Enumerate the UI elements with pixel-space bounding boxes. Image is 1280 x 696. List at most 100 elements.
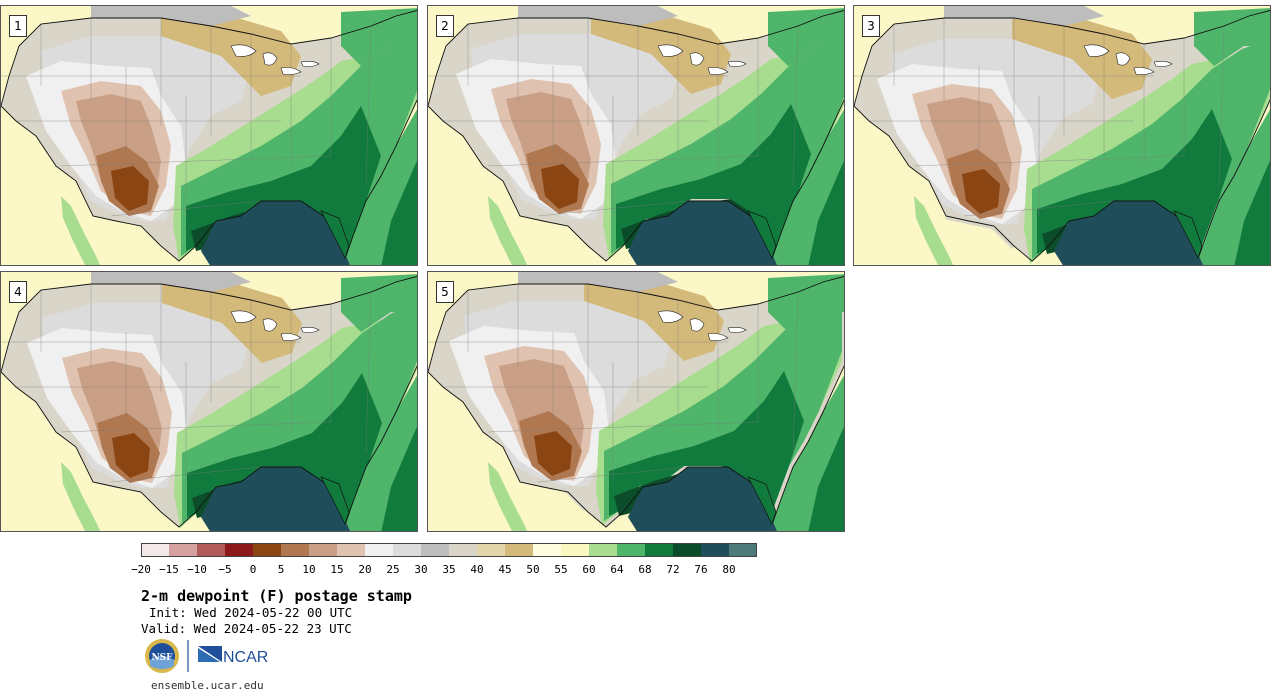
great-lake <box>1115 52 1131 66</box>
colorbar-tick-label: 10 <box>302 563 316 576</box>
dewpoint-map-1 <box>1 6 417 265</box>
nsf-logo: NSF <box>145 639 179 673</box>
state-boundary <box>60 155 332 167</box>
dewpoint-region <box>534 431 572 476</box>
colorbar-tick-label: 45 <box>498 563 512 576</box>
ocean-dewpoint-region <box>768 8 844 66</box>
florida-region <box>320 210 350 259</box>
dewpoint-region <box>962 169 1000 214</box>
florida-region <box>1173 210 1203 259</box>
colorbar-tick-label: −20 <box>131 563 151 576</box>
valid-time: Valid: Wed 2024-05-22 23 UTC <box>141 621 352 636</box>
ncar-logo: NCAR <box>198 646 268 666</box>
ocean-dewpoint-region <box>1194 8 1270 66</box>
postage-stamp-panel-5: 5 <box>427 271 845 532</box>
great-lake <box>727 61 747 67</box>
panel-number-label: 3 <box>862 15 880 37</box>
state-boundary <box>60 421 332 433</box>
ocean-dewpoint-region <box>61 462 101 531</box>
dewpoint-region <box>591 14 731 94</box>
colorbar-tick-label: 64 <box>610 563 624 576</box>
colorbar-swatch <box>729 543 757 557</box>
coastline <box>1 10 417 262</box>
coastline <box>428 10 844 262</box>
dewpoint-region <box>111 166 149 211</box>
colorbar-tick-label: −15 <box>159 563 179 576</box>
colorbar-tick-labels: −20 −15 −10 −5 0 5 10 15 20 25 30 35 40 45 50 55 60 64 68 7… <box>131 563 761 579</box>
ncar-logo-text: NCAR <box>223 649 268 666</box>
panel-number-label: 4 <box>9 281 27 303</box>
colorbar-tick-label: 50 <box>526 563 540 576</box>
dewpoint-map-3 <box>854 6 1270 265</box>
ocean-dewpoint-region <box>61 196 101 265</box>
postage-stamp-panel-1: 1 <box>0 5 418 266</box>
coastline <box>1 276 417 528</box>
colorbar-tick-label: 80 <box>722 563 736 576</box>
ocean-dewpoint-region <box>488 196 528 265</box>
dewpoint-region <box>584 281 724 361</box>
colorbar-tick-label: 30 <box>414 563 428 576</box>
colorbar-tick-label: 15 <box>330 563 344 576</box>
colorbar-swatch <box>673 543 702 557</box>
colorbar-tick-label: 20 <box>358 563 372 576</box>
state-boundary <box>365 291 372 453</box>
state-boundary <box>913 155 1185 167</box>
colorbar-tick-label: 76 <box>694 563 708 576</box>
postage-stamp-panel-4: 4 <box>0 271 418 532</box>
coastline <box>428 276 844 528</box>
great-lake <box>262 318 278 332</box>
florida-region <box>747 476 777 525</box>
great-lake <box>1153 61 1173 67</box>
great-lake <box>280 67 302 75</box>
great-lake <box>280 333 302 341</box>
colorbar-tick-label: 35 <box>442 563 456 576</box>
colorbar-tick-label: 5 <box>277 563 285 576</box>
great-lake <box>262 52 278 66</box>
canada-region <box>518 272 678 292</box>
colorbar-swatch <box>477 543 506 557</box>
dewpoint-region <box>162 283 302 363</box>
state-boundary <box>487 421 759 433</box>
coastline <box>854 10 1270 262</box>
colorbar-swatch <box>561 543 590 557</box>
colorbar-swatch <box>169 543 198 557</box>
colorbar-swatch <box>645 543 674 557</box>
state-boundary <box>487 155 759 167</box>
ocean-dewpoint-region <box>1234 160 1270 265</box>
florida-region <box>320 476 350 525</box>
colorbar-swatch <box>365 543 394 557</box>
great-lake <box>230 310 257 323</box>
colorbar-swatch <box>309 543 338 557</box>
dewpoint-map-5 <box>428 272 844 531</box>
state-boundary <box>792 25 799 187</box>
canada-region <box>518 6 678 26</box>
great-lake <box>689 318 705 332</box>
colorbar-swatch <box>449 543 478 557</box>
dewpoint-region <box>1012 19 1152 99</box>
colorbar-swatch <box>225 543 254 557</box>
colorbar-swatch <box>141 543 170 557</box>
canada-region <box>91 6 251 26</box>
great-lake <box>707 67 729 75</box>
state-boundary <box>792 291 799 453</box>
chart-title: 2-m dewpoint (F) postage stamp <box>141 587 412 605</box>
canada-region <box>91 272 251 292</box>
ocean-dewpoint-region <box>808 426 844 531</box>
great-lake <box>657 44 684 57</box>
colorbar-swatch <box>589 543 618 557</box>
colorbar-tick-label: −5 <box>218 563 232 576</box>
postage-stamp-panel-2: 2 <box>427 5 845 266</box>
ocean-dewpoint-region <box>381 160 417 265</box>
colorbar-tick-label: 0 <box>249 563 257 576</box>
panel-number-label: 1 <box>9 15 27 37</box>
colorbar-swatch <box>505 543 534 557</box>
great-lake <box>707 333 729 341</box>
great-lake <box>657 310 684 323</box>
ocean-dewpoint-region <box>488 462 528 531</box>
init-time: Init: Wed 2024-05-22 00 UTC <box>149 605 353 620</box>
dewpoint-map-2 <box>428 6 844 265</box>
panel-number-label: 5 <box>436 281 454 303</box>
state-boundary <box>365 25 372 187</box>
colorbar-tick-label: 68 <box>638 563 652 576</box>
ocean-dewpoint-region <box>768 274 844 332</box>
